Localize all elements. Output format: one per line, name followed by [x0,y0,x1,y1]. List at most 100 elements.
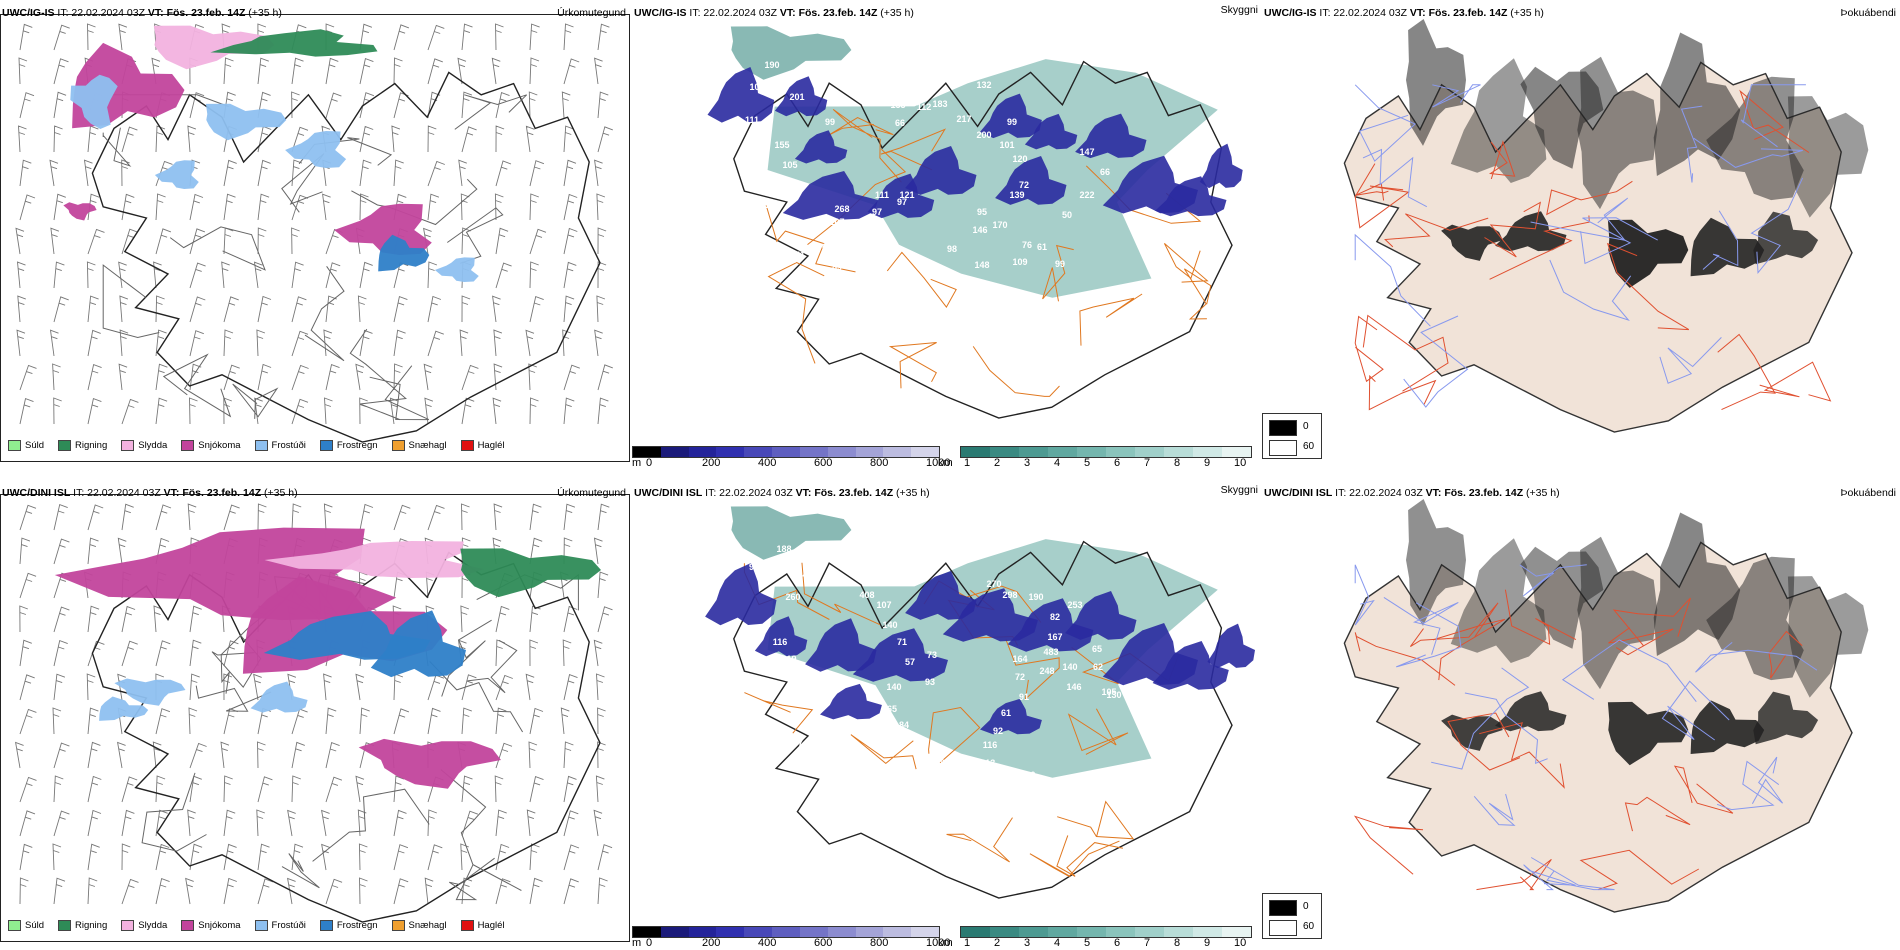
wind-barb [121,605,136,633]
ceiling-colorbar-step [633,927,661,937]
precip-area [153,25,275,70]
legend-swatch [121,440,135,451]
wind-barb [53,775,64,803]
road [162,353,232,418]
ceiling-area [995,156,1067,205]
road [1680,105,1703,183]
wind-barb [495,262,512,289]
wind-barb [460,843,469,871]
wind-barb [393,92,409,119]
wind-barb [189,843,203,871]
legend-item: Slydda [121,920,167,931]
wind-barb [223,809,236,837]
ceiling-colorbar-step [660,447,689,457]
wind-barb [189,673,200,701]
ceiling-value-label: 146 [1066,682,1081,692]
fog-indicator-map [1343,19,1869,433]
road [972,346,1060,397]
visibility-colorbar-step [1048,927,1077,937]
wind-barb [461,707,472,735]
ceiling-value-label: 71 [897,637,907,647]
ceiling-value-label: 62 [1093,662,1103,672]
fog-area [1441,714,1503,751]
visibility-colorbar-step [1193,447,1222,457]
ceiling-value-label: 183 [932,99,947,109]
legend-label: Frostregn [336,440,378,451]
ceiling-colorbar-step [688,927,717,937]
legend-swatch [58,440,72,451]
wind-barb [461,810,479,837]
wind-barb [393,775,405,803]
ceiling-area [774,76,828,117]
ceiling-value-label: 268 [834,204,849,214]
road [1354,182,1389,201]
ceiling-area [905,571,977,620]
panel-header: UWC/DINI ISL IT: 22.02.2024 03Z VT: Fös.… [1264,487,1560,499]
wind-barb [118,363,128,391]
wind-barb [53,58,69,85]
road [304,266,345,362]
ceiling-value-label: 51 [795,250,805,260]
road [1695,642,1818,673]
ceiling-value-label: 66 [895,118,905,128]
road [1368,374,1437,411]
road [1693,137,1803,168]
legend-item: Rigning [58,440,107,451]
wind-barb [359,707,370,735]
wind-barb [563,58,580,85]
wind-barb [495,91,510,119]
wind-barb [121,809,135,837]
road [1473,793,1516,826]
wind-barb [118,23,128,51]
ceiling-value-label: 98 [935,758,945,768]
fog-area [1753,211,1819,265]
wind-barb [257,159,271,187]
ceiling-value-label: 72 [1015,672,1025,682]
wind-barb [87,125,99,153]
wind-barb [359,193,369,221]
legend-swatch [391,920,405,931]
road [1432,84,1481,108]
road [1447,712,1521,771]
wind-barb [53,193,66,221]
road [349,328,407,421]
wind-barb [563,397,575,425]
wind-barb [596,193,606,221]
wind-barb [19,23,33,51]
visibility-tick-label: 7 [1144,937,1151,949]
ceiling-area [1024,113,1078,150]
ceiling-value-label: 97 [749,562,759,572]
visibility-colorbar-step [1019,927,1048,937]
ceiling-value-label: 147 [1079,147,1094,157]
ceiling-value-label: 50 [1062,210,1072,220]
legend-swatch [8,920,21,931]
legend-item: Snjókoma [181,920,241,931]
wind-barb [493,329,503,357]
fog-area [1450,538,1547,663]
wind-barb [257,878,274,905]
ceiling-value-label: 408 [859,590,874,600]
ceiling-value-label: 190 [764,60,779,70]
wind-barb [359,57,374,85]
wind-barb [257,707,272,735]
road [1163,243,1209,283]
road [1549,259,1632,321]
wind-barb [461,775,473,803]
wind-barb [529,23,540,51]
wind-barb [563,125,574,153]
ceiling-value-label: 111 [745,115,759,125]
precip-area [154,160,199,189]
legend-swatch [460,920,474,931]
road [765,205,856,273]
fog-legend: 0 60 [1262,413,1322,459]
ceiling-value-label: 105 [782,160,797,170]
wind-barb [529,775,544,803]
wind-barb [563,503,576,531]
legend-label: Rigning [75,920,108,931]
wind-barb [529,639,539,667]
wind-barb [53,673,66,701]
precip-area [378,234,430,272]
ceiling-value-label: 95 [977,207,987,217]
wind-barb [87,329,101,357]
road [232,383,279,419]
